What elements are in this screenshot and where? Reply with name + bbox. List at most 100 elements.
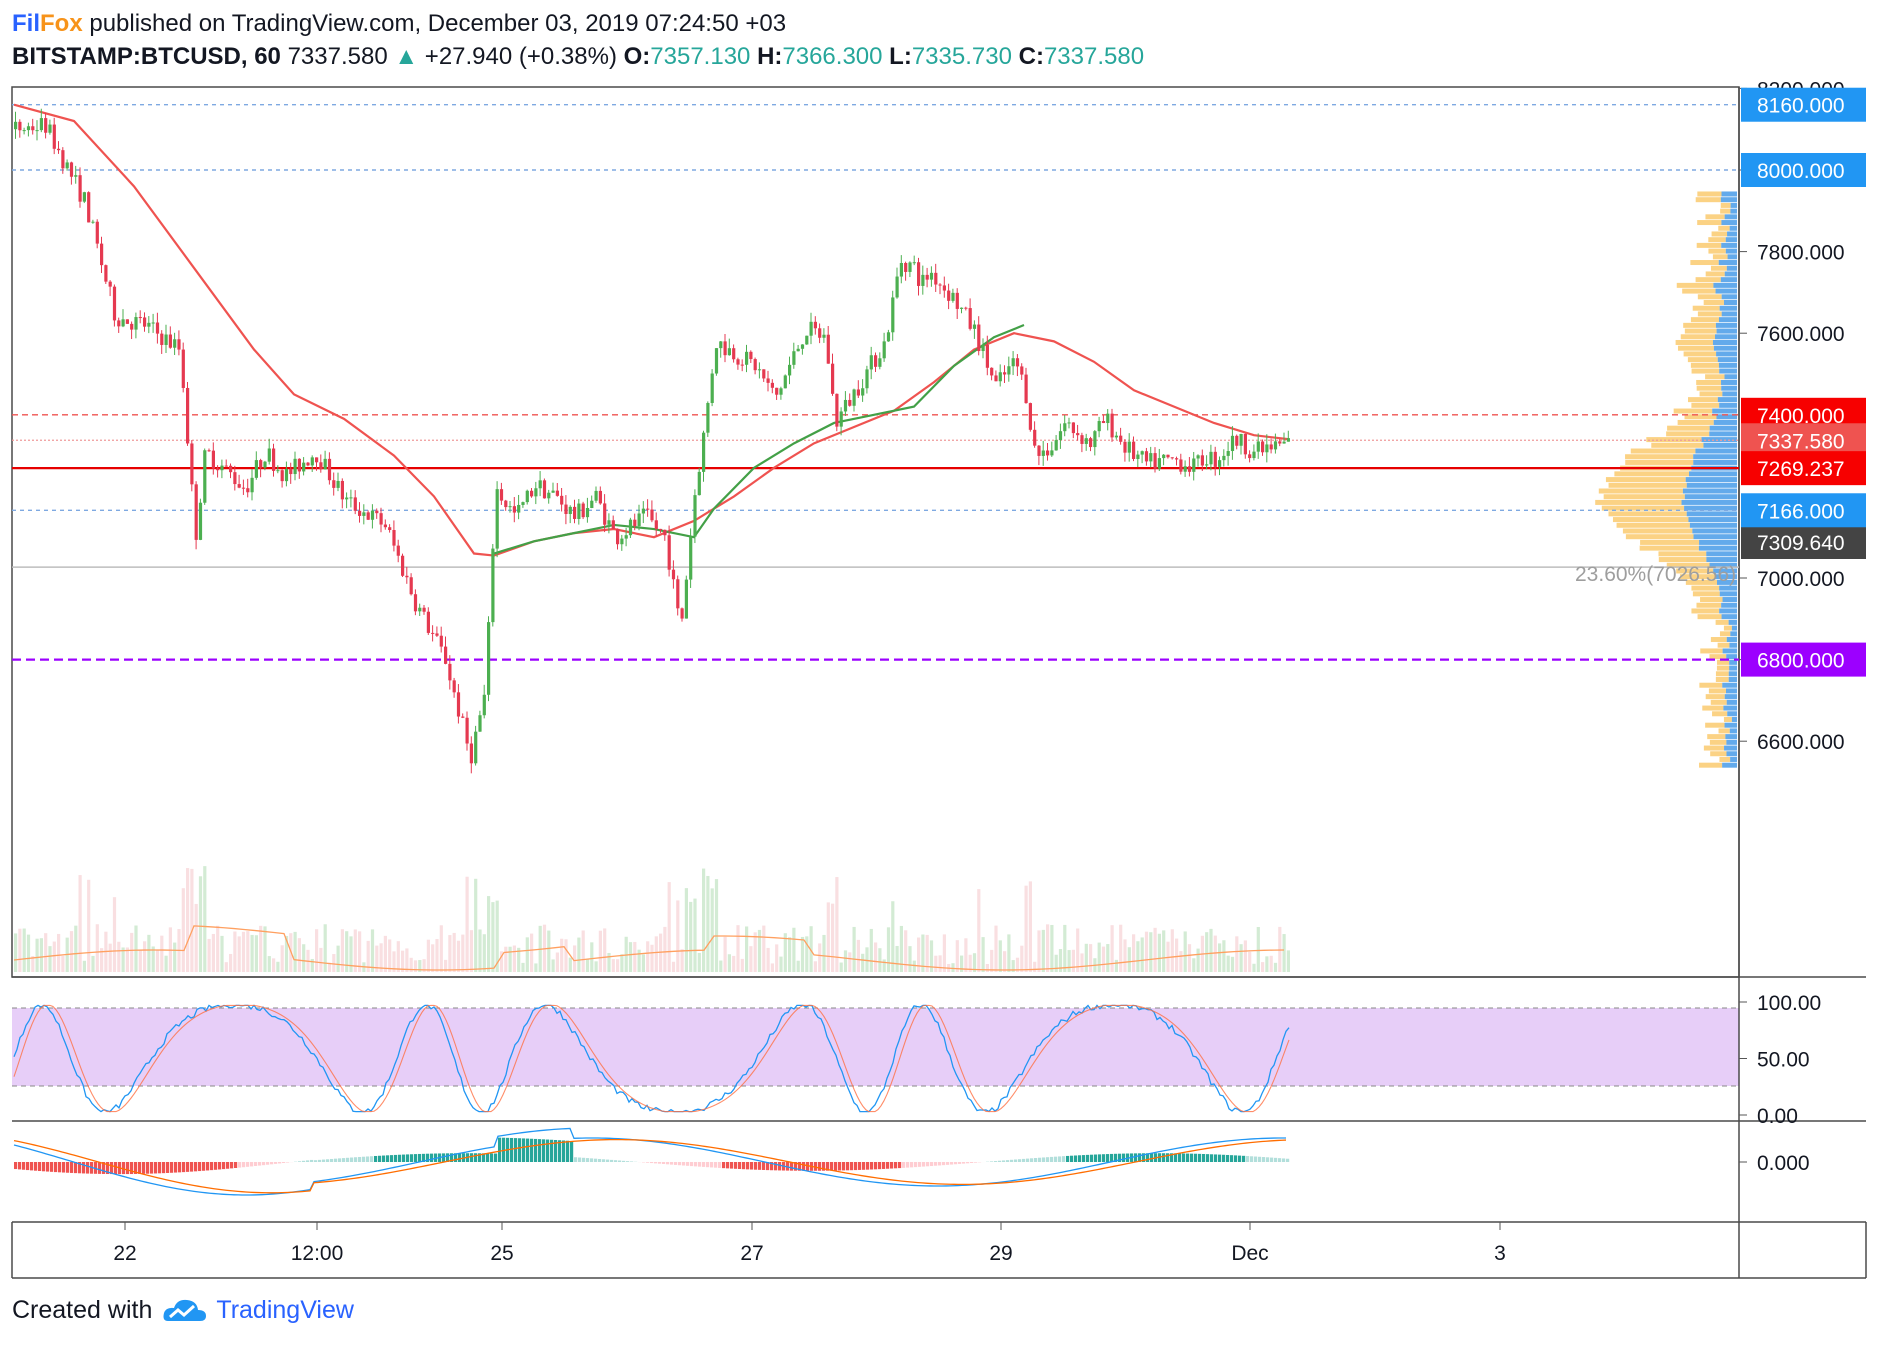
price-pane-frame bbox=[11, 86, 1740, 978]
volume-bar bbox=[848, 952, 852, 972]
macd-histogram-bar bbox=[746, 1162, 750, 1170]
candle-body bbox=[1071, 422, 1075, 434]
candle-body bbox=[667, 535, 671, 570]
macd-histogram-bar bbox=[734, 1162, 738, 1169]
profile-bar-yellow bbox=[1697, 191, 1722, 197]
volume-bar bbox=[749, 946, 753, 972]
macd-histogram-bar bbox=[226, 1162, 230, 1169]
candle-body bbox=[220, 465, 224, 471]
price-label-text: 7337.580 bbox=[1757, 430, 1845, 453]
macd-histogram-bar bbox=[522, 1138, 526, 1162]
candle-body bbox=[895, 276, 899, 298]
candle-body bbox=[198, 502, 203, 540]
publisher-name[interactable]: FilFox bbox=[12, 10, 83, 37]
candle-body bbox=[1166, 454, 1170, 458]
profile-bar-yellow bbox=[1696, 242, 1722, 248]
macd-histogram-bar bbox=[1266, 1157, 1270, 1162]
candle-body bbox=[1278, 441, 1282, 444]
publish-line: FilFox published on TradingView.com, Dec… bbox=[12, 8, 1872, 40]
candle-body bbox=[1282, 441, 1286, 444]
volume-bar bbox=[482, 934, 486, 972]
profile-bar-blue bbox=[1685, 477, 1737, 483]
candle-body bbox=[981, 344, 985, 352]
profile-bar-yellow bbox=[1719, 756, 1731, 762]
candle-body bbox=[1076, 433, 1080, 436]
macd-histogram-bar bbox=[718, 1162, 722, 1168]
candle-body bbox=[332, 480, 336, 488]
candle-body bbox=[435, 633, 439, 636]
candle-body bbox=[1101, 421, 1106, 424]
profile-bar-blue bbox=[1728, 677, 1737, 682]
volume-bar bbox=[1157, 933, 1161, 972]
macd-histogram-bar bbox=[130, 1162, 134, 1175]
macd-histogram-bar bbox=[934, 1162, 938, 1166]
profile-bar-yellow bbox=[1682, 288, 1716, 294]
volume-bar bbox=[1239, 944, 1243, 972]
profile-bar-yellow bbox=[1720, 202, 1731, 208]
candle-body bbox=[422, 607, 426, 612]
volume-bar bbox=[581, 930, 585, 972]
macd-histogram-bar bbox=[498, 1137, 502, 1162]
volume-bar bbox=[654, 936, 658, 972]
macd-histogram-bar bbox=[938, 1162, 942, 1166]
profile-bar-yellow bbox=[1691, 585, 1720, 591]
volume-bar bbox=[577, 937, 581, 972]
volume-bar bbox=[87, 879, 91, 972]
candle-body bbox=[757, 369, 762, 371]
candle-body bbox=[809, 321, 813, 336]
volume-bar bbox=[852, 926, 856, 972]
macd-histogram-bar bbox=[1206, 1154, 1210, 1162]
macd-histogram-bar bbox=[1118, 1153, 1122, 1162]
stoch-d-line bbox=[13, 1004, 1290, 1113]
candle-body bbox=[676, 579, 680, 609]
volume-bar bbox=[998, 940, 1002, 972]
macd-histogram-bar bbox=[1086, 1154, 1090, 1162]
tradingview-brand[interactable]: TradingView bbox=[216, 1295, 354, 1324]
volume-bar bbox=[422, 959, 426, 972]
macd-histogram-bar bbox=[350, 1157, 354, 1162]
macd-histogram-bar bbox=[730, 1162, 734, 1169]
candle-body bbox=[1132, 441, 1136, 459]
profile-bar-yellow bbox=[1711, 231, 1728, 237]
macd-histogram-bar bbox=[98, 1162, 102, 1174]
macd-histogram-bar bbox=[278, 1162, 282, 1164]
volume-bar bbox=[1183, 931, 1187, 972]
profile-bar-yellow bbox=[1710, 265, 1727, 271]
candle-body bbox=[155, 322, 160, 334]
volume-bar bbox=[379, 943, 383, 972]
symbol-name[interactable]: BITSTAMP:BTCUSD, 60 bbox=[12, 43, 281, 70]
macd-histogram-bar bbox=[1062, 1156, 1066, 1162]
macd-histogram-bar bbox=[802, 1162, 806, 1171]
candle-body bbox=[1063, 423, 1067, 432]
volume-bar bbox=[272, 958, 276, 972]
volume-bar bbox=[302, 944, 306, 972]
candle-body bbox=[951, 292, 955, 301]
macd-histogram-bar bbox=[1106, 1154, 1110, 1162]
profile-bar-blue bbox=[1722, 682, 1737, 688]
profile-bar-blue bbox=[1721, 294, 1737, 300]
candle-body bbox=[327, 458, 332, 481]
profile-bar-blue bbox=[1717, 397, 1737, 403]
volume-bar bbox=[130, 932, 134, 972]
volume-bar bbox=[560, 938, 564, 972]
profile-bar-blue bbox=[1724, 271, 1737, 277]
volume-bar bbox=[1046, 924, 1050, 972]
volume-bar bbox=[826, 902, 830, 972]
candle-body bbox=[542, 480, 547, 499]
volume-bar bbox=[895, 945, 899, 972]
candle-body bbox=[783, 375, 787, 389]
fib-level-label: 23.60%(7026.56) bbox=[1575, 563, 1736, 586]
macd-histogram-bar bbox=[1194, 1153, 1198, 1162]
candle-body bbox=[585, 507, 590, 518]
candle-body bbox=[1011, 358, 1015, 367]
stochastic-rsi bbox=[13, 1004, 1290, 1113]
volume-bar bbox=[1282, 934, 1286, 972]
macd-histogram-bar bbox=[650, 1162, 654, 1164]
price-label-bg bbox=[1741, 525, 1866, 559]
macd-histogram-bar bbox=[698, 1162, 702, 1167]
profile-bar-yellow bbox=[1680, 334, 1715, 340]
candle-body bbox=[229, 465, 233, 473]
volume-bar bbox=[297, 938, 301, 972]
macd-histogram-bar bbox=[426, 1153, 430, 1162]
